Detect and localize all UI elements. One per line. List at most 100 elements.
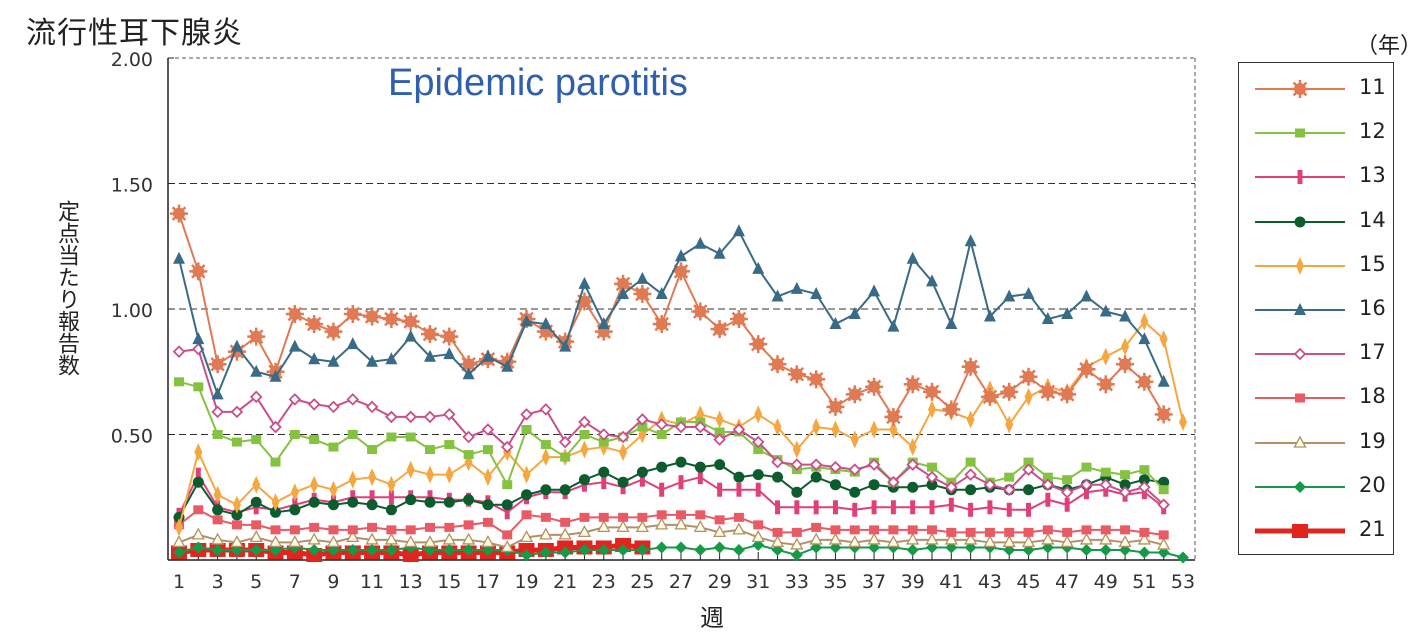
series-12: [174, 377, 1169, 495]
data-point-12-w18: [502, 480, 513, 490]
data-point-15-w7: [290, 483, 299, 502]
data-point-15-w34: [812, 417, 821, 436]
x-tick-label: 43: [978, 571, 1002, 593]
data-point-18-w35: [830, 525, 841, 535]
data-point-11-w3: [208, 355, 227, 374]
data-point-14-w20: [540, 484, 552, 496]
data-point-18-w12: [386, 525, 397, 535]
data-point-14-w37: [868, 479, 880, 491]
data-point-20-w53: [1177, 551, 1189, 564]
data-point-20-w25: [636, 543, 649, 556]
data-point-18-w38: [888, 525, 899, 535]
legend-swatch-19: [1255, 435, 1345, 448]
data-point-18-w34: [811, 522, 822, 532]
data-point-19-w46: [1041, 532, 1055, 545]
data-point-15-w15: [445, 465, 454, 484]
tick-labels: 0.501.001.502.001 3 5 7 9 11 13 15 17 19 21 23 25 27 2…: [111, 49, 1195, 593]
legend: 11 12 13 14 15 16 17 18 19 20 21: [1238, 62, 1394, 555]
data-point-16-w13: [404, 329, 417, 342]
data-point-14-w8: [308, 496, 320, 508]
data-point-13-w37: [871, 500, 877, 515]
data-point-11-w45: [1019, 367, 1038, 386]
data-point-12-w6: [270, 457, 281, 467]
data-point-11-w28: [691, 302, 710, 321]
data-point-16-w39: [906, 251, 919, 264]
data-point-12-w13: [405, 432, 416, 442]
data-point-16-w8: [308, 352, 321, 365]
data-point-14-w13: [405, 494, 417, 506]
data-point-16-w47: [1061, 307, 1074, 320]
data-point-15-w22: [580, 440, 589, 459]
data-point-19-w17: [481, 535, 495, 548]
data-point-17-w17: [481, 423, 495, 436]
data-point-19-w29: [713, 525, 727, 538]
data-point-18-w41: [946, 527, 957, 537]
data-point-19-w43: [983, 535, 997, 548]
data-point-15-w31: [754, 405, 763, 424]
data-point-12-w7: [289, 430, 300, 439]
data-point-13-w29: [717, 482, 723, 497]
data-point-11-w49: [1096, 375, 1115, 394]
data-point-14-w3: [212, 504, 224, 516]
data-point-12-w26: [656, 430, 667, 439]
data-point-14-w35: [829, 479, 841, 491]
data-point-12-w4: [231, 437, 242, 447]
data-point-16-w11: [366, 354, 379, 367]
data-point-14-w17: [482, 499, 494, 511]
x-tick-label: 35: [823, 571, 847, 593]
data-point-16-w45: [1022, 286, 1035, 299]
legend-unit-label: （年）: [1356, 34, 1411, 59]
data-point-19-w19: [519, 530, 534, 543]
data-point-16-w44: [1003, 289, 1016, 302]
data-point-20-w19: [520, 548, 533, 561]
data-point-17-w45: [1022, 463, 1035, 476]
legend-item-18: 18: [1239, 382, 1389, 412]
legend-item-20: 20: [1239, 471, 1389, 501]
data-point-12-w50: [1120, 470, 1131, 480]
data-point-13-w34: [813, 500, 819, 515]
data-point-13-w12: [388, 490, 394, 505]
data-point-12-w19: [521, 424, 532, 434]
data-point-19-w38: [886, 535, 900, 548]
legend-item-15: 15: [1239, 250, 1389, 280]
legend-label: 20: [1359, 472, 1386, 497]
data-point-15-w19: [522, 465, 531, 484]
data-point-15-w9: [329, 480, 338, 499]
data-point-16-w17: [481, 349, 494, 362]
data-point-16-w51: [1138, 332, 1151, 345]
data-point-14-w30: [733, 471, 745, 483]
data-point-15-w13: [406, 460, 415, 479]
data-point-16-w27: [675, 249, 687, 262]
data-point-18-w52: [1158, 530, 1169, 540]
data-point-16-w10: [346, 337, 359, 350]
data-point-16-w42: [964, 234, 977, 247]
data-point-16-w6: [269, 369, 282, 382]
data-point-19-w52: [1157, 537, 1171, 550]
data-point-17-w35: [829, 460, 842, 474]
data-point-13-w41: [948, 497, 954, 512]
data-point-21-w13: [402, 547, 419, 562]
data-point-19-w39: [906, 532, 920, 545]
data-point-19-w15: [442, 532, 456, 545]
data-point-16-w35: [829, 317, 842, 330]
x-tick-label: 45: [1016, 571, 1040, 593]
legend-swatch-18: [1255, 393, 1345, 403]
y-tick-label: 0.50: [111, 426, 153, 448]
data-point-12-w3: [212, 430, 223, 439]
legend-swatch-15: [1255, 256, 1345, 275]
data-point-19-w12: [384, 532, 398, 545]
data-point-16-w22: [578, 276, 591, 289]
data-point-18-w33: [791, 527, 802, 537]
data-point-16-w2: [192, 332, 205, 345]
data-point-11-w2: [189, 262, 208, 281]
y-tick-label: 1.00: [111, 300, 153, 322]
series-11: [170, 204, 1173, 426]
x-tick-label: 11: [360, 571, 384, 593]
data-point-17-w20: [539, 403, 553, 416]
data-point-20-w23: [597, 543, 610, 556]
legend-swatch-20: [1255, 480, 1345, 493]
data-point-15-w6: [271, 493, 280, 512]
legend-item-21: 21: [1239, 515, 1389, 545]
x-tick-label: 25: [630, 571, 654, 593]
legend-item-19: 19: [1239, 427, 1389, 457]
